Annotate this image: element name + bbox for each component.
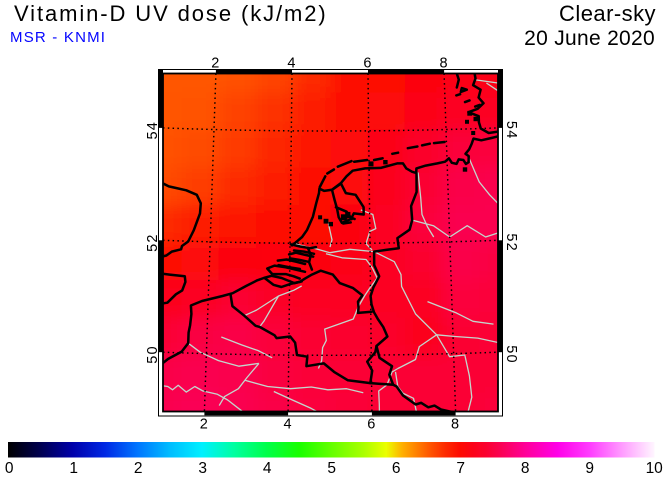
- svg-text:50: 50: [145, 345, 161, 364]
- svg-text:6: 6: [392, 460, 401, 477]
- svg-text:2: 2: [200, 417, 209, 433]
- svg-text:8: 8: [439, 56, 448, 72]
- svg-text:6: 6: [363, 56, 372, 72]
- svg-text:54: 54: [145, 121, 161, 140]
- svg-text:2: 2: [211, 56, 220, 72]
- svg-text:4: 4: [263, 460, 272, 477]
- svg-text:8: 8: [521, 460, 530, 477]
- svg-text:50: 50: [503, 345, 519, 364]
- svg-text:3: 3: [198, 460, 207, 477]
- svg-text:2: 2: [134, 460, 143, 477]
- svg-text:5: 5: [327, 460, 336, 477]
- svg-text:10: 10: [646, 460, 664, 477]
- svg-text:4: 4: [283, 417, 292, 433]
- svg-text:54: 54: [503, 121, 519, 140]
- svg-text:7: 7: [456, 460, 465, 477]
- svg-text:0: 0: [5, 460, 14, 477]
- svg-text:4: 4: [287, 56, 296, 72]
- svg-text:8: 8: [451, 417, 460, 433]
- svg-text:6: 6: [367, 417, 376, 433]
- svg-text:52: 52: [503, 233, 519, 252]
- svg-text:52: 52: [145, 233, 161, 252]
- svg-text:1: 1: [69, 460, 78, 477]
- svg-text:9: 9: [585, 460, 594, 477]
